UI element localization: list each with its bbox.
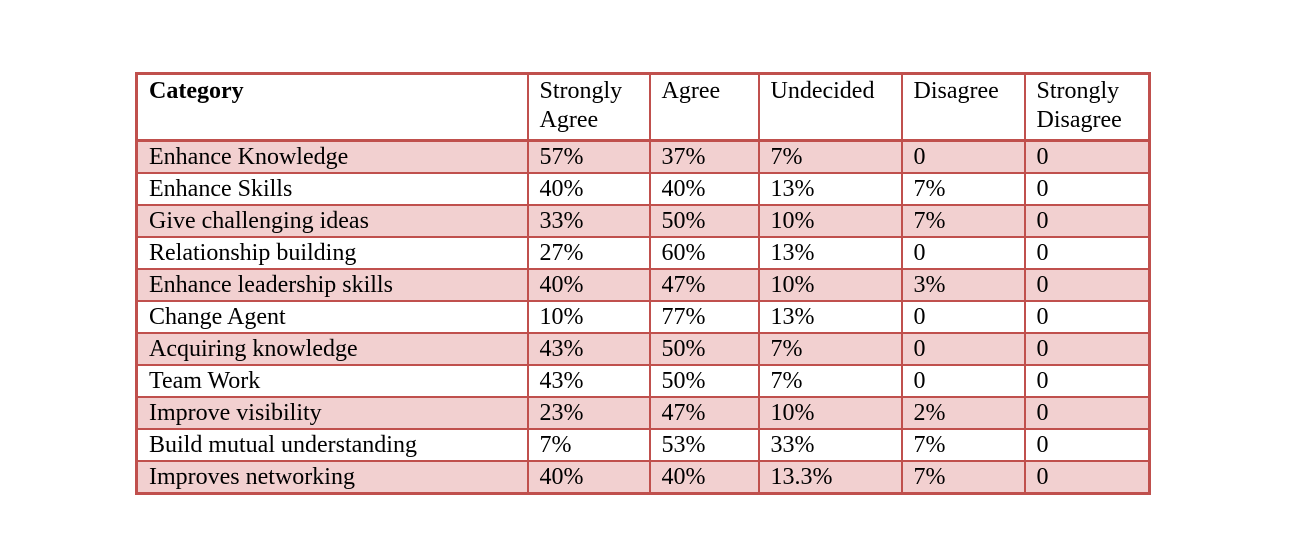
cell-undecided: 33% bbox=[757, 428, 903, 462]
cell-agree: 50% bbox=[648, 332, 760, 366]
header-disagree-line1: Disagree bbox=[913, 78, 999, 104]
cell-undecided: 7% bbox=[757, 139, 903, 174]
header-strongly-disagree-line1: Strongly bbox=[1036, 78, 1120, 104]
cell-disagree: 3% bbox=[900, 268, 1026, 302]
cell-agree: 37% bbox=[648, 139, 760, 174]
cell-category: Acquiring knowledge bbox=[135, 332, 529, 366]
cell-strongly-disagree: 0 bbox=[1023, 204, 1151, 238]
cell-disagree: 0 bbox=[900, 236, 1026, 270]
header-agree: Agree bbox=[648, 72, 760, 142]
cell-agree: 77% bbox=[648, 300, 760, 334]
cell-strongly-agree: 7% bbox=[526, 428, 651, 462]
cell-strongly-disagree: 0 bbox=[1023, 364, 1151, 398]
header-undecided: Undecided bbox=[757, 72, 903, 142]
cell-strongly-disagree: 0 bbox=[1023, 396, 1151, 430]
cell-agree: 50% bbox=[648, 204, 760, 238]
cell-agree: 53% bbox=[648, 428, 760, 462]
cell-strongly-disagree: 0 bbox=[1023, 268, 1151, 302]
table-body: Enhance Knowledge 57% 37% 7% 0 0 Enhance Skill… bbox=[135, 139, 1151, 495]
cell-undecided: 13% bbox=[757, 172, 903, 206]
table-header: Category Strongly Agree Agree Undecided … bbox=[135, 72, 1151, 142]
cell-strongly-agree: 33% bbox=[526, 204, 651, 238]
cell-agree: 60% bbox=[648, 236, 760, 270]
table-row: Team Work 43% 50% 7% 0 0 bbox=[135, 364, 1151, 398]
header-strongly-agree-line2: Agree bbox=[539, 107, 599, 133]
header-strongly-disagree-line2: Disagree bbox=[1036, 107, 1122, 133]
table-row: Acquiring knowledge 43% 50% 7% 0 0 bbox=[135, 332, 1151, 366]
cell-category: Improve visibility bbox=[135, 396, 529, 430]
cell-category: Enhance leadership skills bbox=[135, 268, 529, 302]
table-row: Change Agent 10% 77% 13% 0 0 bbox=[135, 300, 1151, 334]
cell-disagree: 0 bbox=[900, 364, 1026, 398]
cell-undecided: 10% bbox=[757, 268, 903, 302]
cell-agree: 47% bbox=[648, 396, 760, 430]
cell-undecided: 10% bbox=[757, 204, 903, 238]
cell-category: Build mutual understanding bbox=[135, 428, 529, 462]
header-category: Category bbox=[135, 72, 529, 142]
cell-strongly-agree: 57% bbox=[526, 139, 651, 174]
cell-agree: 50% bbox=[648, 364, 760, 398]
cell-category: Improves networking bbox=[135, 460, 529, 495]
cell-category: Give challenging ideas bbox=[135, 204, 529, 238]
cell-strongly-agree: 10% bbox=[526, 300, 651, 334]
table-row: Build mutual understanding 7% 53% 33% 7% 0 bbox=[135, 428, 1151, 462]
cell-undecided: 7% bbox=[757, 364, 903, 398]
cell-disagree: 7% bbox=[900, 460, 1026, 495]
cell-category: Team Work bbox=[135, 364, 529, 398]
header-strongly-agree-line1: Strongly bbox=[539, 78, 623, 104]
cell-category: Relationship building bbox=[135, 236, 529, 270]
cell-strongly-agree: 23% bbox=[526, 396, 651, 430]
header-agree-line1: Agree bbox=[661, 78, 721, 104]
cell-disagree: 7% bbox=[900, 428, 1026, 462]
cell-undecided: 13% bbox=[757, 300, 903, 334]
cell-strongly-disagree: 0 bbox=[1023, 460, 1151, 495]
cell-strongly-agree: 27% bbox=[526, 236, 651, 270]
header-disagree: Disagree bbox=[900, 72, 1026, 142]
cell-disagree: 7% bbox=[900, 204, 1026, 238]
header-row: Category Strongly Agree Agree Undecided … bbox=[135, 72, 1151, 142]
cell-undecided: 13% bbox=[757, 236, 903, 270]
table-row: Improves networking 40% 40% 13.3% 7% 0 bbox=[135, 460, 1151, 495]
cell-undecided: 10% bbox=[757, 396, 903, 430]
cell-disagree: 0 bbox=[900, 139, 1026, 174]
cell-strongly-disagree: 0 bbox=[1023, 139, 1151, 174]
header-category-line1: Category bbox=[149, 78, 244, 104]
cell-disagree: 0 bbox=[900, 300, 1026, 334]
header-undecided-line1: Undecided bbox=[770, 78, 875, 104]
cell-category: Enhance Skills bbox=[135, 172, 529, 206]
table-row: Enhance Knowledge 57% 37% 7% 0 0 bbox=[135, 139, 1151, 174]
cell-strongly-agree: 40% bbox=[526, 268, 651, 302]
cell-undecided: 7% bbox=[757, 332, 903, 366]
cell-strongly-disagree: 0 bbox=[1023, 428, 1151, 462]
cell-undecided: 13.3% bbox=[757, 460, 903, 495]
cell-strongly-agree: 40% bbox=[526, 460, 651, 495]
table-row: Enhance Skills 40% 40% 13% 7% 0 bbox=[135, 172, 1151, 206]
cell-agree: 40% bbox=[648, 460, 760, 495]
table-row: Give challenging ideas 33% 50% 10% 7% 0 bbox=[135, 204, 1151, 238]
cell-strongly-disagree: 0 bbox=[1023, 172, 1151, 206]
cell-strongly-agree: 43% bbox=[526, 364, 651, 398]
survey-table: Category Strongly Agree Agree Undecided … bbox=[135, 72, 1151, 495]
cell-strongly-agree: 40% bbox=[526, 172, 651, 206]
cell-category: Change Agent bbox=[135, 300, 529, 334]
cell-strongly-disagree: 0 bbox=[1023, 332, 1151, 366]
header-strongly-agree: Strongly Agree bbox=[526, 72, 651, 142]
table-row: Enhance leadership skills 40% 47% 10% 3% 0 bbox=[135, 268, 1151, 302]
cell-agree: 47% bbox=[648, 268, 760, 302]
cell-strongly-agree: 43% bbox=[526, 332, 651, 366]
table-row: Relationship building 27% 60% 13% 0 0 bbox=[135, 236, 1151, 270]
cell-disagree: 0 bbox=[900, 332, 1026, 366]
header-strongly-disagree: Strongly Disagree bbox=[1023, 72, 1151, 142]
table-row: Improve visibility 23% 47% 10% 2% 0 bbox=[135, 396, 1151, 430]
cell-disagree: 7% bbox=[900, 172, 1026, 206]
cell-strongly-disagree: 0 bbox=[1023, 300, 1151, 334]
cell-strongly-disagree: 0 bbox=[1023, 236, 1151, 270]
cell-disagree: 2% bbox=[900, 396, 1026, 430]
cell-category: Enhance Knowledge bbox=[135, 139, 529, 174]
cell-agree: 40% bbox=[648, 172, 760, 206]
